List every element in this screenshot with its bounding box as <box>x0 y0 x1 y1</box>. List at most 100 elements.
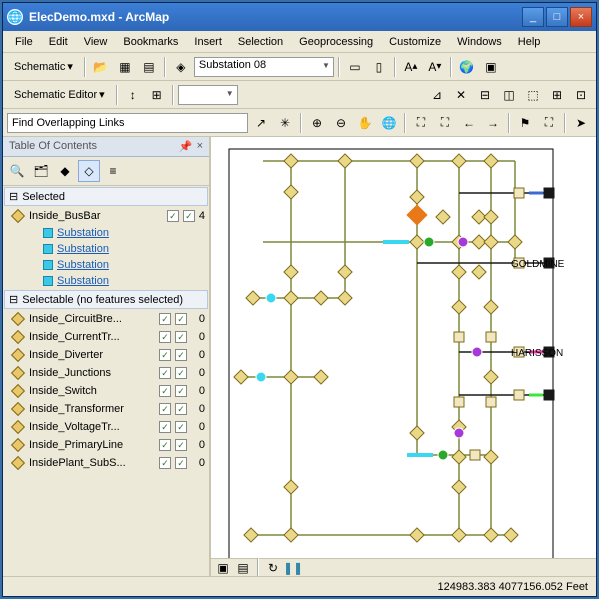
font-dec-icon[interactable]: A▾ <box>424 56 446 78</box>
flag-icon[interactable]: ⚑ <box>514 112 536 134</box>
extent1-icon[interactable]: ⛶ <box>410 112 432 134</box>
menu-view[interactable]: View <box>76 33 116 51</box>
checkbox[interactable]: ✓ <box>159 313 171 325</box>
layer-item[interactable]: Inside_CircuitBre...✓✓0 <box>3 310 209 328</box>
back-icon[interactable]: ← <box>458 112 480 134</box>
pin-icon[interactable]: 📌 <box>179 140 193 153</box>
menu-edit[interactable]: Edit <box>41 33 76 51</box>
checkbox[interactable]: ✓ <box>175 421 187 433</box>
toc-t1-icon[interactable]: 🔍 <box>6 160 28 182</box>
toc-selectable-section[interactable]: ⊟Selectable (no features selected) <box>4 290 208 309</box>
toc-t2-icon[interactable]: 🗂 <box>30 160 52 182</box>
extent3-icon[interactable]: ⛶ <box>538 112 560 134</box>
checkbox[interactable]: ✓ <box>159 421 171 433</box>
menu-file[interactable]: File <box>7 33 41 51</box>
checkbox[interactable]: ✓ <box>159 367 171 379</box>
checkbox[interactable]: ✓ <box>167 210 179 222</box>
toc-t5-icon[interactable]: ≡ <box>102 160 124 182</box>
checkbox[interactable]: ✓ <box>159 385 171 397</box>
font-inc-icon[interactable]: A▴ <box>400 56 422 78</box>
layer-item[interactable]: Inside_PrimaryLine✓✓0 <box>3 436 209 454</box>
checkbox[interactable]: ✓ <box>175 457 187 469</box>
toc-selected-item[interactable]: Inside_BusBar ✓ ✓ 4 <box>3 207 209 225</box>
pause-icon[interactable]: ❚❚ <box>285 561 301 575</box>
ed2-icon[interactable]: ⊞ <box>146 84 168 106</box>
t2-icon[interactable]: ▯ <box>368 56 390 78</box>
t1-icon[interactable]: ▭ <box>344 56 366 78</box>
substation-item[interactable]: Substation <box>3 225 209 241</box>
substation-item[interactable]: Substation <box>3 241 209 257</box>
checkbox[interactable]: ✓ <box>175 349 187 361</box>
pan-icon[interactable]: ✋ <box>354 112 376 134</box>
toc-close-icon[interactable]: × <box>197 140 203 153</box>
checkbox[interactable]: ✓ <box>175 439 187 451</box>
layer-item[interactable]: InsidePlant_SubS...✓✓0 <box>3 454 209 472</box>
select-icon[interactable]: ▣ <box>480 56 502 78</box>
layer-item[interactable]: Inside_Diverter✓✓0 <box>3 346 209 364</box>
close-button[interactable]: × <box>570 7 592 27</box>
refresh-icon[interactable]: ↻ <box>265 561 281 575</box>
menu-selection[interactable]: Selection <box>230 33 291 51</box>
e5-icon[interactable]: ⊟ <box>474 84 496 106</box>
menu-bookmarks[interactable]: Bookmarks <box>115 33 186 51</box>
schematic-editor-menu[interactable]: Schematic Editor ▾ <box>7 85 112 104</box>
globe-icon[interactable]: 🌐 <box>378 112 400 134</box>
find-input[interactable] <box>7 113 248 133</box>
world-icon[interactable]: 🌍 <box>456 56 478 78</box>
layer-dropdown[interactable]: Substation 08 <box>194 57 334 77</box>
toc-selected-section[interactable]: ⊟Selected <box>4 187 208 206</box>
zoom-out-icon[interactable]: ⊖ <box>330 112 352 134</box>
zoom-in-icon[interactable]: ⊕ <box>306 112 328 134</box>
layer-item[interactable]: Inside_Junctions✓✓0 <box>3 364 209 382</box>
menu-insert[interactable]: Insert <box>186 33 230 51</box>
maximize-button[interactable]: □ <box>546 7 568 27</box>
ed1-icon[interactable]: ↕ <box>122 84 144 106</box>
menu-geoprocessing[interactable]: Geoprocessing <box>291 33 381 51</box>
layer-icon[interactable]: ◈ <box>170 56 192 78</box>
checkbox[interactable]: ✓ <box>159 349 171 361</box>
cursor-icon[interactable]: ➤ <box>570 112 592 134</box>
e7-icon[interactable]: ⬚ <box>522 84 544 106</box>
toc-t3-icon[interactable]: ◆ <box>54 160 76 182</box>
layer-item[interactable]: Inside_VoltageTr...✓✓0 <box>3 418 209 436</box>
view-data-icon[interactable]: ▣ <box>215 561 231 575</box>
checkbox[interactable]: ✓ <box>175 367 187 379</box>
checkbox[interactable]: ✓ <box>175 385 187 397</box>
menu-customize[interactable]: Customize <box>381 33 449 51</box>
e6-icon[interactable]: ◫ <box>498 84 520 106</box>
toc-t4-icon[interactable]: ◇ <box>78 160 100 182</box>
checkbox[interactable]: ✓ <box>175 403 187 415</box>
menu-help[interactable]: Help <box>510 33 549 51</box>
open-icon[interactable]: 📂 <box>90 56 112 78</box>
substation-item[interactable]: Substation <box>3 273 209 289</box>
e9-icon[interactable]: ⊡ <box>570 84 592 106</box>
toc-header: Table Of Contents 📌× <box>3 137 209 157</box>
e3-icon[interactable]: ⊿ <box>426 84 448 106</box>
grid2-icon[interactable]: ▤ <box>138 56 160 78</box>
editor-dropdown[interactable] <box>178 85 238 105</box>
minimize-button[interactable]: _ <box>522 7 544 27</box>
e4-icon[interactable]: ✕ <box>450 84 472 106</box>
diamond-icon <box>11 312 25 326</box>
checkbox[interactable]: ✓ <box>175 331 187 343</box>
substation-item[interactable]: Substation <box>3 257 209 273</box>
checkbox[interactable]: ✓ <box>159 331 171 343</box>
checkbox[interactable]: ✓ <box>159 403 171 415</box>
layer-item[interactable]: Inside_Transformer✓✓0 <box>3 400 209 418</box>
arrow-icon[interactable]: ↗ <box>250 112 272 134</box>
fwd-icon[interactable]: → <box>482 112 504 134</box>
layer-item[interactable]: Inside_CurrentTr...✓✓0 <box>3 328 209 346</box>
checkbox[interactable]: ✓ <box>159 457 171 469</box>
checkbox[interactable]: ✓ <box>175 313 187 325</box>
checkbox[interactable]: ✓ <box>183 210 195 222</box>
layer-item[interactable]: Inside_Switch✓✓0 <box>3 382 209 400</box>
schematic-menu[interactable]: Schematic ▾ <box>7 57 80 76</box>
grid1-icon[interactable]: ▦ <box>114 56 136 78</box>
net-icon[interactable]: ✳ <box>274 112 296 134</box>
canvas[interactable]: GOLDMINEHARISSON <box>211 137 596 558</box>
checkbox[interactable]: ✓ <box>159 439 171 451</box>
e8-icon[interactable]: ⊞ <box>546 84 568 106</box>
menu-windows[interactable]: Windows <box>449 33 510 51</box>
view-layout-icon[interactable]: ▤ <box>235 561 251 575</box>
extent2-icon[interactable]: ⛶ <box>434 112 456 134</box>
